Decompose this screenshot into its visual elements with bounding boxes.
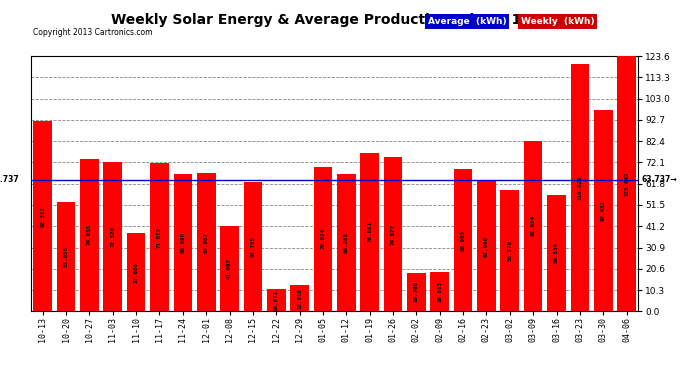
Text: 92.312: 92.312 bbox=[40, 206, 46, 226]
Bar bbox=[244, 182, 262, 311]
Text: 67.067: 67.067 bbox=[204, 232, 208, 253]
Bar bbox=[500, 190, 519, 311]
Text: ←63.737: ←63.737 bbox=[0, 175, 19, 184]
Text: 74.877: 74.877 bbox=[391, 224, 395, 245]
Text: 82.684: 82.684 bbox=[531, 216, 535, 237]
Text: 76.881: 76.881 bbox=[367, 222, 372, 243]
Bar bbox=[477, 182, 496, 311]
Bar bbox=[547, 195, 566, 311]
Bar bbox=[80, 159, 99, 311]
Bar bbox=[150, 163, 169, 311]
Text: 63.737→: 63.737→ bbox=[641, 175, 677, 184]
Text: 37.688: 37.688 bbox=[134, 262, 139, 283]
Text: 12.818: 12.818 bbox=[297, 288, 302, 309]
Bar bbox=[197, 173, 215, 311]
Bar bbox=[57, 202, 75, 311]
Bar bbox=[173, 174, 193, 311]
Bar bbox=[594, 110, 613, 311]
Bar bbox=[407, 273, 426, 311]
Text: 62.705: 62.705 bbox=[250, 236, 255, 257]
Text: 66.696: 66.696 bbox=[180, 232, 186, 253]
Bar bbox=[571, 64, 589, 311]
Text: Copyright 2013 Cartronics.com: Copyright 2013 Cartronics.com bbox=[33, 28, 152, 37]
Text: 18.813: 18.813 bbox=[437, 281, 442, 302]
Text: 58.770: 58.770 bbox=[507, 240, 512, 261]
Text: 62.960: 62.960 bbox=[484, 236, 489, 257]
Text: 71.812: 71.812 bbox=[157, 226, 162, 248]
Bar bbox=[431, 272, 449, 311]
Bar bbox=[127, 234, 146, 311]
Text: 10.671: 10.671 bbox=[274, 290, 279, 311]
Bar bbox=[524, 141, 542, 311]
Bar bbox=[618, 56, 636, 311]
Text: 56.534: 56.534 bbox=[554, 242, 559, 263]
Text: 18.700: 18.700 bbox=[414, 282, 419, 303]
Text: 74.038: 74.038 bbox=[87, 224, 92, 245]
Text: Weekly Solar Energy & Average Production Fri Apr 12 06:37: Weekly Solar Energy & Average Production… bbox=[110, 13, 580, 27]
Text: 53.056: 53.056 bbox=[63, 246, 68, 267]
Text: Average  (kWh): Average (kWh) bbox=[428, 17, 506, 26]
Bar bbox=[220, 226, 239, 311]
Bar bbox=[33, 121, 52, 311]
Text: 68.903: 68.903 bbox=[461, 230, 466, 251]
Text: 66.288: 66.288 bbox=[344, 232, 349, 254]
Bar bbox=[267, 289, 286, 311]
Bar bbox=[454, 169, 473, 311]
Bar bbox=[290, 285, 309, 311]
Text: 97.432: 97.432 bbox=[601, 200, 606, 221]
Bar bbox=[384, 157, 402, 311]
Text: Weekly  (kWh): Weekly (kWh) bbox=[521, 17, 595, 26]
Bar bbox=[104, 162, 122, 311]
Text: 119.920: 119.920 bbox=[578, 175, 582, 200]
Text: 123.642: 123.642 bbox=[624, 171, 629, 196]
Text: 72.320: 72.320 bbox=[110, 226, 115, 247]
Text: 41.097: 41.097 bbox=[227, 258, 232, 279]
Bar bbox=[337, 174, 355, 311]
Bar bbox=[314, 166, 333, 311]
Text: 70.074: 70.074 bbox=[320, 228, 326, 249]
Bar bbox=[360, 153, 379, 311]
